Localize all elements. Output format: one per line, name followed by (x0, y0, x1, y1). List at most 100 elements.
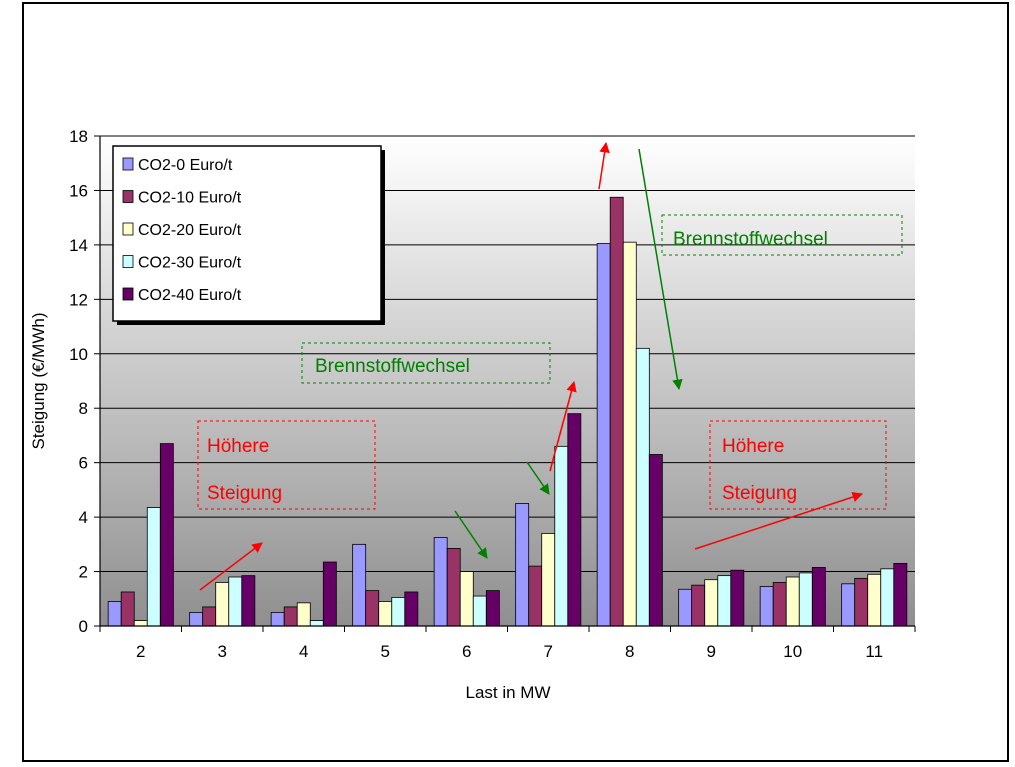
bar-2-cat-6 (446, 548, 461, 627)
annotation-brennstoffwechsel-right: Brennstoffwechsel (661, 214, 903, 256)
bar-3-cat-8 (622, 241, 637, 627)
red-arrow-7 (549, 380, 577, 472)
y-tick-label: 10 (69, 345, 88, 364)
bar-4-cat-10 (798, 572, 813, 627)
y-tick-label: 12 (69, 290, 88, 309)
bar-1-cat-5 (352, 543, 367, 627)
x-tick-label: 10 (783, 642, 802, 661)
y-tick-label: 18 (69, 127, 88, 146)
x-tick-label: 6 (462, 642, 471, 661)
x-tick-label: 5 (381, 642, 390, 661)
annotation-text: Steigung (207, 483, 282, 504)
y-axis-label: Steigung (€/MWh) (29, 313, 48, 450)
annotation-hoehere-steigung-left: Höhere Steigung (197, 420, 376, 510)
bar-2-cat-8 (609, 196, 624, 627)
bar-4-cat-7 (554, 445, 569, 627)
bar-1-cat-10 (759, 586, 774, 627)
bar-2-cat-7 (528, 565, 543, 627)
bar-3-cat-10 (785, 576, 800, 627)
bar-3-cat-4 (296, 602, 311, 627)
annotation-text: Brennstoffwechsel (315, 356, 470, 377)
green-arrow-7 (526, 461, 550, 495)
bar-5-cat-9 (730, 569, 745, 627)
green-arrow-6 (454, 510, 488, 559)
bar-4-cat-8 (635, 347, 650, 627)
bar-4-cat-2 (146, 507, 161, 627)
bar-2-cat-10 (772, 582, 787, 627)
bar-2-cat-4 (283, 606, 298, 627)
annotation-text: Höhere (207, 436, 269, 457)
bar-5-cat-5 (404, 591, 419, 627)
bar-2-cat-5 (365, 590, 380, 627)
y-tick-label: 14 (69, 236, 88, 255)
bar-3-cat-9 (704, 579, 719, 627)
bar-5-cat-10 (811, 567, 826, 627)
red-arrow-8 (598, 141, 610, 190)
bar-2-cat-3 (202, 606, 217, 627)
bar-5-cat-6 (485, 590, 500, 627)
bar-5-cat-7 (567, 413, 582, 627)
bar-1-cat-3 (189, 611, 204, 627)
annotation-text: Brennstoffwechsel (673, 229, 828, 250)
bar-4-cat-5 (391, 597, 406, 627)
legend-label: CO2-10 Euro/t (138, 190, 242, 207)
bar-1-cat-8 (596, 243, 611, 627)
bar-4-cat-6 (472, 595, 487, 627)
x-tick-label: 9 (707, 642, 716, 661)
x-tick-label: 11 (865, 642, 883, 661)
bar-1-cat-4 (270, 611, 285, 627)
legend-swatch (122, 255, 134, 268)
y-tick-label: 8 (79, 399, 88, 418)
bar-1-cat-2 (107, 601, 122, 627)
bar-3-cat-2 (133, 620, 148, 627)
x-tick-label: 8 (625, 642, 634, 661)
bar-4-cat-3 (228, 576, 243, 627)
bar-3-cat-6 (459, 571, 474, 627)
annotation-text: Steigung (722, 483, 797, 504)
legend-swatch (122, 190, 134, 203)
bar-5-cat-3 (241, 575, 256, 627)
bar-5-cat-8 (648, 454, 663, 627)
red-arrow-9-11 (694, 491, 863, 550)
bar-3-cat-3 (215, 582, 230, 627)
x-tick-label: 7 (544, 642, 553, 661)
bar-5-cat-4 (322, 561, 337, 627)
annotation-brennstoffwechsel-middle: Brennstoffwechsel (301, 342, 551, 384)
annotation-hoehere-steigung-right: Höhere Steigung (709, 420, 887, 510)
y-tick-label: 6 (79, 454, 88, 473)
green-arrow-8 (638, 148, 683, 391)
y-tick-label: 0 (79, 617, 88, 636)
bar-5-cat-2 (159, 443, 174, 627)
bar-1-cat-7 (515, 503, 530, 627)
bar-4-cat-9 (717, 575, 732, 627)
bar-2-cat-9 (691, 584, 706, 627)
red-arrow-3-4 (199, 542, 263, 591)
y-tick-label: 16 (69, 181, 88, 200)
bar-3-cat-11 (867, 573, 882, 627)
bar-1-cat-9 (678, 588, 693, 627)
legend: CO2-0 Euro/t CO2-10 Euro/t CO2-20 Euro/t CO… (112, 145, 385, 325)
legend-swatch (122, 157, 134, 171)
y-tick-label: 4 (79, 508, 88, 527)
bar-3-cat-5 (378, 601, 393, 627)
legend-swatch (122, 287, 134, 301)
bar-4-cat-4 (309, 620, 324, 627)
legend-label: CO2-0 Euro/t (138, 157, 233, 174)
legend-label: CO2-20 Euro/t (138, 222, 242, 239)
y-tick-label: 2 (79, 563, 88, 582)
bar-2-cat-2 (120, 591, 135, 627)
legend-swatch (122, 222, 134, 236)
x-tick-label: 4 (299, 642, 308, 661)
bar-1-cat-11 (841, 583, 856, 627)
legend-label: CO2-40 Euro/t (138, 287, 242, 304)
bar-3-cat-7 (541, 533, 556, 627)
bar-1-cat-6 (433, 537, 448, 627)
bar-5-cat-11 (893, 562, 908, 627)
x-tick-label: 3 (218, 642, 227, 661)
legend-label: CO2-30 Euro/t (138, 255, 242, 272)
x-tick-label: 2 (136, 642, 145, 661)
x-axis-label: Last in MW (465, 683, 550, 702)
bar-4-cat-11 (880, 568, 895, 627)
bar-2-cat-11 (854, 577, 869, 627)
